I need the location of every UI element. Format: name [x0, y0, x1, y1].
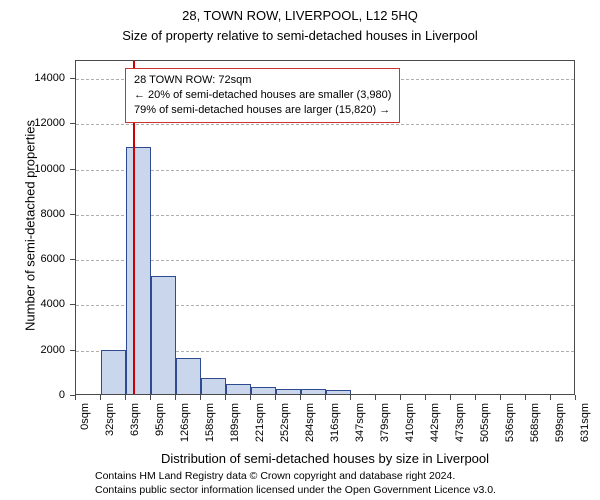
- x-tick-label: 221sqm: [254, 403, 266, 442]
- footer-line: Contains HM Land Registry data © Crown c…: [95, 469, 496, 483]
- y-tick-label: 14000: [0, 72, 65, 84]
- x-tick-label: 126sqm: [179, 403, 191, 442]
- x-tick-label: 347sqm: [354, 403, 366, 442]
- x-tick-label: 410sqm: [404, 403, 416, 442]
- page-subtitle: Size of property relative to semi-detach…: [0, 28, 600, 43]
- histogram-bar: [226, 384, 251, 394]
- x-tick-label: 32sqm: [104, 403, 116, 436]
- x-tick-label: 158sqm: [204, 403, 216, 442]
- x-tick-label: 568sqm: [529, 403, 541, 442]
- histogram-bar: [151, 276, 176, 394]
- x-tick-label: 0sqm: [79, 403, 91, 430]
- histogram-bar: [301, 389, 326, 394]
- y-tick-label: 0: [0, 389, 65, 401]
- x-tick-label: 442sqm: [429, 403, 441, 442]
- x-axis-label: Distribution of semi-detached houses by …: [75, 451, 575, 466]
- callout-line: ← 20% of semi-detached houses are smalle…: [134, 88, 391, 103]
- x-tick-label: 189sqm: [229, 403, 241, 442]
- histogram-bar: [276, 389, 301, 394]
- y-tick-label: 4000: [0, 298, 65, 310]
- x-tick-label: 95sqm: [154, 403, 166, 436]
- callout-line: 79% of semi-detached houses are larger (…: [134, 103, 391, 118]
- x-tick-label: 379sqm: [379, 403, 391, 442]
- histogram-bar: [201, 378, 226, 394]
- histogram-bar: [101, 350, 126, 394]
- histogram-bar: [176, 358, 201, 394]
- x-tick-label: 505sqm: [479, 403, 491, 442]
- x-tick-label: 63sqm: [129, 403, 141, 436]
- y-tick-label: 8000: [0, 208, 65, 220]
- x-tick-label: 536sqm: [504, 403, 516, 442]
- callout-box: 28 TOWN ROW: 72sqm← 20% of semi-detached…: [125, 68, 400, 123]
- callout-line: 28 TOWN ROW: 72sqm: [134, 73, 391, 88]
- y-tick-label: 6000: [0, 253, 65, 265]
- histogram-bar: [251, 387, 276, 394]
- footer-attribution: Contains HM Land Registry data © Crown c…: [95, 469, 496, 497]
- x-tick-label: 473sqm: [454, 403, 466, 442]
- x-tick-label: 284sqm: [304, 403, 316, 442]
- histogram-bar: [326, 390, 351, 394]
- footer-line: Contains public sector information licen…: [95, 483, 496, 497]
- property-size-chart: 28, TOWN ROW, LIVERPOOL, L12 5HQ Size of…: [0, 0, 600, 500]
- y-tick-label: 10000: [0, 163, 65, 175]
- x-tick-label: 316sqm: [329, 403, 341, 442]
- page-title: 28, TOWN ROW, LIVERPOOL, L12 5HQ: [0, 8, 600, 23]
- y-tick-label: 2000: [0, 344, 65, 356]
- x-tick-label: 252sqm: [279, 403, 291, 442]
- x-tick-label: 631sqm: [579, 403, 591, 442]
- y-tick-label: 12000: [0, 117, 65, 129]
- histogram-bar: [126, 147, 151, 394]
- x-tick-label: 599sqm: [554, 403, 566, 442]
